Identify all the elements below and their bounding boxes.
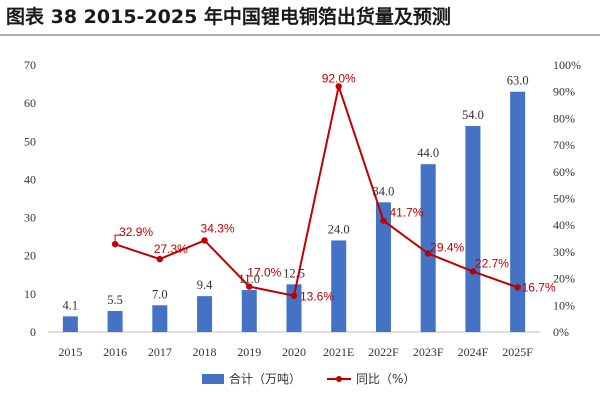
growth-value-label: 17.0% <box>247 266 281 280</box>
y-right-tick-label: 70% <box>553 138 575 152</box>
y-right-tick-label: 50% <box>553 192 575 206</box>
x-tick-label: 2019 <box>237 345 261 359</box>
growth-point <box>380 217 387 224</box>
growth-point <box>290 292 298 299</box>
growth-point <box>424 250 432 257</box>
y-left-tick-label: 10 <box>24 287 36 301</box>
y-right-tick-label: 30% <box>553 245 575 259</box>
figure-title: 图表 38 2015-2025 年中国锂电铜箔出货量及预测 <box>6 6 451 28</box>
growth-value-label: 22.7% <box>475 256 509 270</box>
bar-value-label: 63.0 <box>507 74 529 88</box>
growth-value-label: 41.7% <box>389 206 423 220</box>
x-tick-label: 2016 <box>103 345 127 359</box>
y-left-tick-label: 0 <box>30 325 36 339</box>
growth-line <box>114 82 518 297</box>
x-tick-label: 2024F <box>458 345 489 359</box>
bar <box>420 164 436 332</box>
y-right-tick-label: 80% <box>553 111 575 125</box>
growth-value-label: 32.9% <box>119 225 153 239</box>
x-tick-label: 2021E <box>323 345 354 359</box>
growth-value-label: 16.7% <box>522 280 556 294</box>
bar-value-label: 11.0 <box>239 272 260 286</box>
growth-line-layer <box>111 82 521 299</box>
x-tick-label: 2018 <box>193 345 217 359</box>
x-tick-label: 2020 <box>282 345 306 359</box>
bar <box>286 284 302 332</box>
y-left-tick-label: 50 <box>24 134 36 148</box>
y-left-tick-label: 60 <box>24 96 36 110</box>
y-left-tick-label: 30 <box>24 211 36 225</box>
growth-value-label: 29.4% <box>430 241 464 255</box>
y-left-tick-label: 70 <box>24 58 36 72</box>
growth-value-label: 13.6% <box>300 290 334 304</box>
x-tick-label: 2022F <box>368 345 399 359</box>
y-right-tick-label: 100% <box>553 58 581 72</box>
growth-point <box>201 237 208 244</box>
growth-value-label: 92.0% <box>322 71 356 85</box>
y-right-tick-label: 20% <box>553 272 575 286</box>
bar-value-label: 44.0 <box>417 146 439 160</box>
bar <box>465 126 481 333</box>
bar-value-label: 54.0 <box>462 108 484 122</box>
y-right-tick-label: 10% <box>553 298 575 312</box>
x-tick-label: 2015 <box>58 345 82 359</box>
x-tick-label: 2017 <box>148 345 172 359</box>
bar <box>331 240 347 332</box>
bar-value-label: 9.4 <box>197 278 213 292</box>
x-tick-label: 2025F <box>502 345 533 359</box>
bars-layer <box>62 91 526 333</box>
legend-bar-label: 合计（万吨） <box>229 371 301 386</box>
y-left-tick-label: 20 <box>24 249 36 263</box>
bar-value-label: 24.0 <box>328 222 350 236</box>
bar <box>62 316 78 332</box>
legend-bar-swatch <box>202 374 224 384</box>
growth-point <box>514 284 521 291</box>
bar <box>152 305 168 332</box>
y-right-tick-label: 60% <box>553 165 575 179</box>
x-tick-label: 2023F <box>413 345 444 359</box>
growth-point <box>335 83 342 90</box>
bar <box>107 311 123 332</box>
growth-point <box>156 255 164 263</box>
y-left-tick-label: 40 <box>24 172 36 186</box>
growth-point <box>469 268 477 275</box>
y-right-tick-label: 0% <box>553 325 569 339</box>
bar <box>241 290 257 332</box>
bar-value-label: 12.5 <box>283 266 305 280</box>
bar-value-label: 34.0 <box>373 184 395 198</box>
bar-value-label: 5.5 <box>107 293 123 307</box>
bar-value-label: 7.0 <box>152 287 168 301</box>
legend-line-marker <box>336 376 342 382</box>
growth-point <box>111 240 119 248</box>
axes: 0 10 20 30 40 50 60 70 0% 10% 20% 30% 40% 50% 60% 70% 80… <box>24 58 581 359</box>
growth-point <box>246 283 253 290</box>
y-right-tick-label: 40% <box>553 218 575 232</box>
bar <box>197 296 213 332</box>
legend-line-label: 同比（%） <box>356 372 415 386</box>
growth-value-label: 34.3% <box>201 221 235 235</box>
legend: 合计（万吨） 同比（%） <box>202 371 415 386</box>
data-labels-layer: 4.1 5.5 7.0 9.4 11.0 12.5 24.0 34.0 44.0 54.0 63.0… <box>63 71 556 312</box>
y-right-tick-label: 90% <box>553 85 575 99</box>
bar <box>510 91 526 332</box>
growth-value-label: 27.3% <box>154 242 188 256</box>
title-rule <box>0 34 600 36</box>
bar-value-label: 4.1 <box>63 298 79 312</box>
bar <box>375 202 391 332</box>
